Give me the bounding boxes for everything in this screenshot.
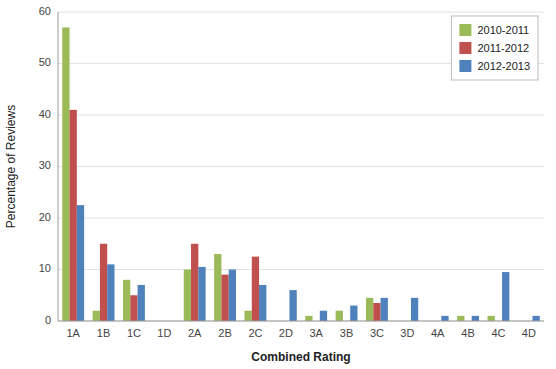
bar	[381, 298, 388, 321]
grid-line	[58, 115, 544, 116]
x-tick-label: 3C	[370, 327, 384, 339]
bar	[229, 270, 236, 322]
y-tick-labels: 0 10 20 30 40 50 60	[39, 5, 51, 326]
bar	[191, 244, 198, 321]
bar	[289, 290, 296, 321]
x-tick-label: 4D	[522, 327, 536, 339]
bar	[320, 311, 327, 321]
x-axis-label: Combined Rating	[251, 350, 350, 364]
y-tick-label: 0	[45, 314, 51, 326]
x-axis-line	[58, 321, 544, 322]
y-grid	[58, 12, 544, 321]
y-tick-label: 20	[39, 211, 51, 223]
y-tick-label: 50	[39, 56, 51, 68]
grid-line	[58, 218, 544, 219]
bar	[502, 272, 509, 321]
legend-label: 2011-2012	[477, 42, 529, 54]
y-axis-line	[58, 12, 59, 321]
bar	[488, 316, 495, 321]
bar	[184, 270, 191, 322]
background	[0, 0, 556, 369]
x-tick-label: 1D	[157, 327, 171, 339]
x-tick-label: 1C	[127, 327, 141, 339]
y-tick-label: 30	[39, 159, 51, 171]
x-tick-label: 4A	[431, 327, 445, 339]
bar	[366, 298, 373, 321]
bar	[138, 285, 145, 321]
x-tick-label: 2A	[188, 327, 202, 339]
bar	[532, 316, 539, 321]
bar	[107, 264, 114, 321]
x-tick-label: 2C	[248, 327, 262, 339]
x-tick-label: 3D	[400, 327, 414, 339]
legend-label: 2012-2013	[477, 60, 530, 72]
bar	[62, 27, 69, 321]
bar	[77, 205, 84, 321]
y-tick-label: 10	[39, 262, 51, 274]
x-tick-labels: 1A 1B 1C 1D 2A 2B 2C 2D 3A 3B 3C 3D 4A 4B 4C 4D	[66, 327, 535, 339]
legend: 2010-2011 2011-2012 2012-2013	[451, 16, 538, 80]
bar	[70, 110, 77, 321]
x-tick-label: 1B	[97, 327, 110, 339]
bar	[100, 244, 107, 321]
bar	[123, 280, 130, 321]
y-tick-label: 40	[39, 108, 51, 120]
series	[77, 205, 540, 321]
bar	[252, 257, 259, 321]
bar	[259, 285, 266, 321]
series	[70, 110, 381, 321]
grid-line	[58, 321, 544, 322]
bar	[214, 254, 221, 321]
x-tick-label: 3B	[340, 327, 353, 339]
grid-line	[58, 269, 544, 270]
series	[62, 27, 495, 321]
x-tick-label: 2D	[279, 327, 293, 339]
bar	[457, 316, 464, 321]
bar	[93, 311, 100, 321]
x-tick-label: 3A	[309, 327, 323, 339]
bar	[373, 303, 380, 321]
y-tick-label: 60	[39, 5, 51, 17]
x-tick-label: 4B	[461, 327, 474, 339]
bars	[62, 27, 539, 321]
bar	[245, 311, 252, 321]
bar	[472, 316, 479, 321]
legend-swatch	[459, 42, 471, 54]
legend-label: 2010-2011	[477, 24, 529, 36]
bar	[350, 306, 357, 321]
bar	[198, 267, 205, 321]
bar	[411, 298, 418, 321]
x-tick-label: 4C	[491, 327, 505, 339]
chart: 0 10 20 30 40 50 60 1A 1B 1C 1D 2A 2B 2C 2D 3A 3B 3C 3D 4A 4…	[0, 0, 556, 369]
grid-line	[58, 12, 544, 13]
bar	[336, 311, 343, 321]
bar	[130, 295, 137, 321]
legend-swatch	[459, 60, 471, 72]
x-tick-label: 1A	[66, 327, 80, 339]
legend-swatch	[459, 24, 471, 36]
bar	[441, 316, 448, 321]
legend-frame	[451, 16, 538, 80]
bar	[221, 275, 228, 321]
x-tick-label: 2B	[218, 327, 231, 339]
bar	[305, 316, 312, 321]
grid-line	[58, 166, 544, 167]
y-axis-label: Percentage of Reviews	[4, 105, 18, 228]
page: {"chart_data": {"type": "bar", "xlabel":…	[0, 0, 556, 369]
